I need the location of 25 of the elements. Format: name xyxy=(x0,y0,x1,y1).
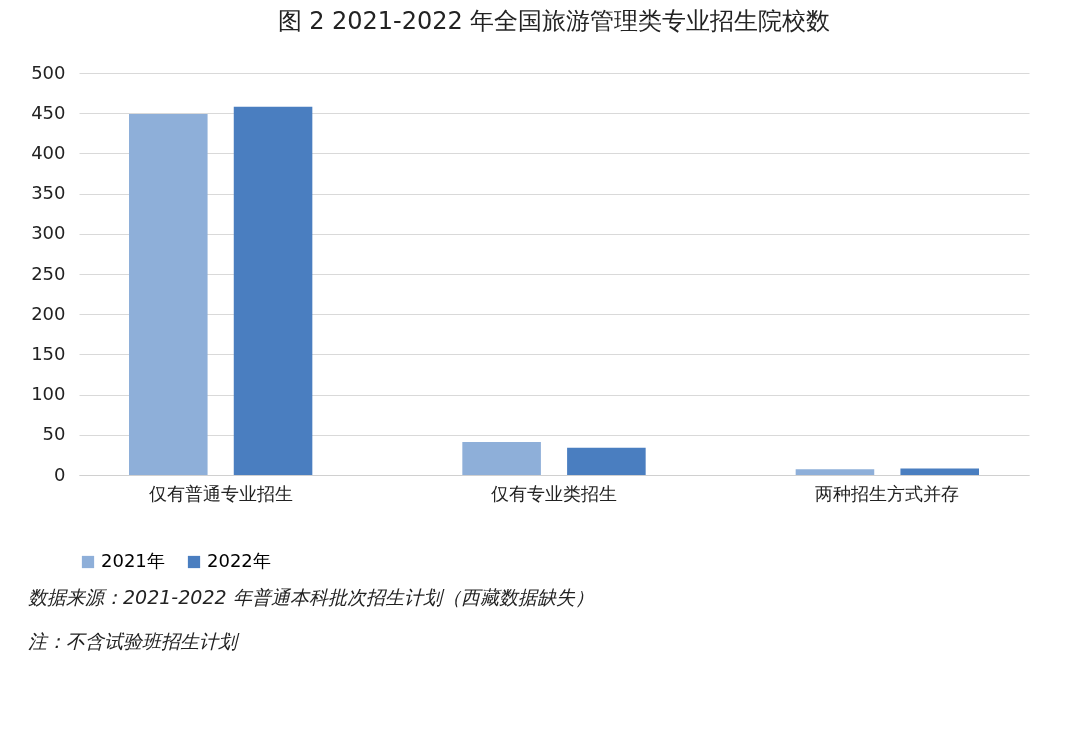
y-tick-label: 350 xyxy=(31,182,66,204)
x-tick-label: 两种招生方式并存 xyxy=(815,482,960,504)
y-tick-label: 150 xyxy=(31,342,66,364)
bar xyxy=(233,106,313,475)
y-tick-label: 250 xyxy=(31,262,66,284)
y-tick-label: 100 xyxy=(31,383,66,405)
x-tick-label: 仅有普通专业招生 xyxy=(148,482,293,504)
chart-title: 图 2 2021-2022 年全国旅游管理类专业招生院校数 xyxy=(277,7,831,35)
y-tick-label: 50 xyxy=(42,423,66,445)
bar xyxy=(567,447,646,475)
bar xyxy=(462,442,541,475)
y-tick-label: 400 xyxy=(31,141,66,163)
x-tick-label: 仅有专业类招生 xyxy=(491,482,617,504)
y-tick-label: 300 xyxy=(31,222,66,244)
y-tick-label: 500 xyxy=(31,61,66,83)
legend-label: 2021年 xyxy=(101,550,165,571)
source-note: 数据来源：2021-2022 年普通本科批次招生计划（西藏数据缺失） xyxy=(28,585,595,610)
bar xyxy=(900,468,979,475)
bar xyxy=(129,114,208,475)
y-tick-label: 0 xyxy=(54,463,66,485)
text: 注：不含试验班招生计划 xyxy=(28,629,241,654)
y-tick-label: 450 xyxy=(31,101,66,123)
legend-label: 2022年 xyxy=(207,550,271,571)
bar xyxy=(795,469,875,475)
y-tick-label: 200 xyxy=(31,302,66,324)
